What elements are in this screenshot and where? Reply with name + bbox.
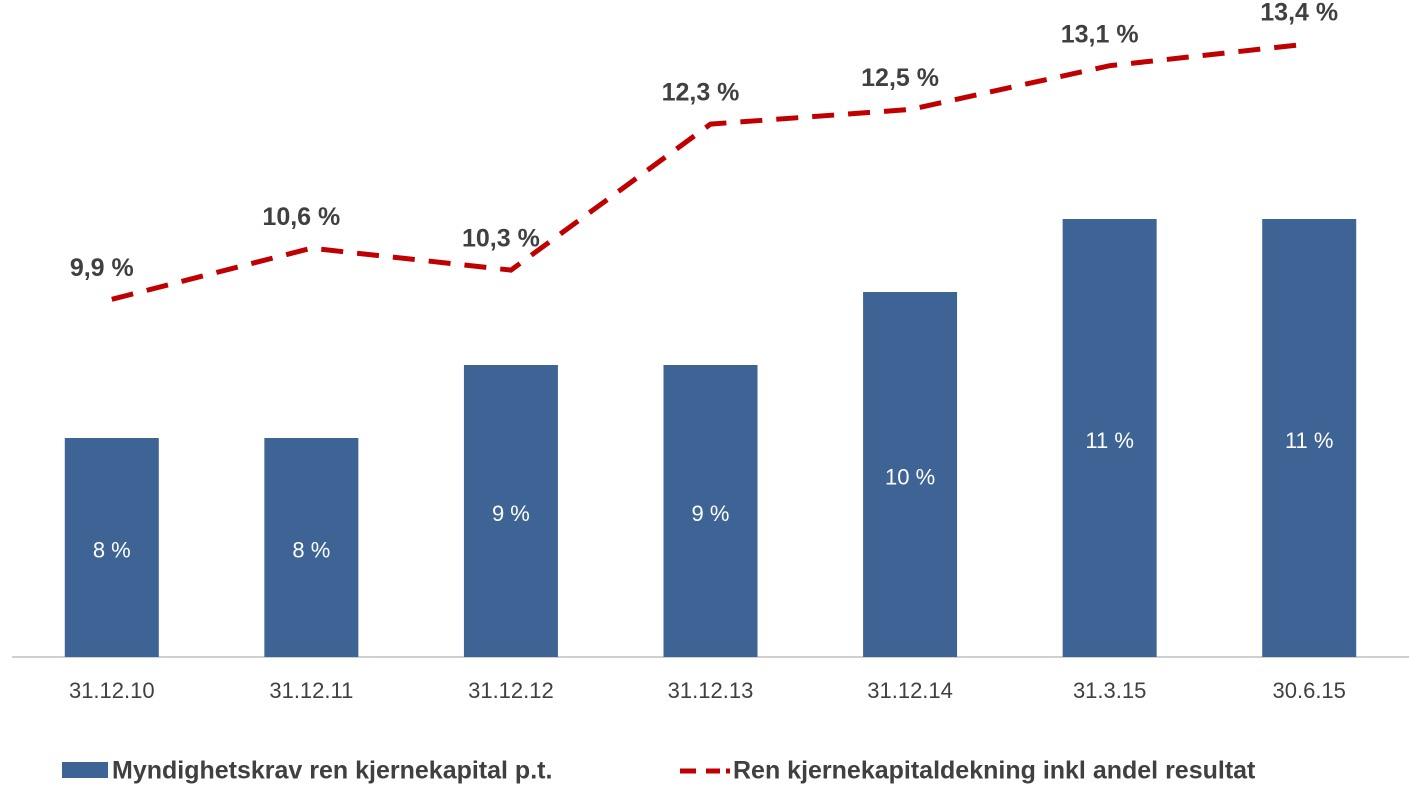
- x-tick-label: 31.12.12: [468, 678, 554, 703]
- legend-label: Ren kjernekapitaldekning inkl andel resu…: [733, 757, 1256, 785]
- x-tick-label: 31.12.11: [269, 678, 353, 703]
- bar-label: 9 %: [692, 501, 730, 526]
- x-tick-label: 31.12.14: [867, 678, 953, 703]
- line-label: 12,3 %: [662, 79, 740, 107]
- bar-label: 9 %: [492, 501, 530, 526]
- legend-label: Myndighetskrav ren kjernekapital p.t.: [112, 757, 552, 785]
- x-tick-label: 31.3.15: [1073, 678, 1146, 703]
- line-label: 13,1 %: [1061, 20, 1139, 48]
- bar: [1062, 219, 1157, 657]
- bar-label: 11 %: [1285, 428, 1334, 453]
- bar: [1262, 219, 1357, 657]
- line-label: 9,9 %: [70, 254, 134, 282]
- x-tick-label: 31.12.10: [69, 678, 155, 703]
- line-label: 10,6 %: [262, 203, 340, 231]
- bar: [663, 365, 758, 657]
- bar: [64, 438, 159, 657]
- bar-label: 10 %: [885, 464, 935, 489]
- line-label: 13,4 %: [1260, 0, 1338, 26]
- line: [111, 41, 1310, 302]
- bar-label: 8 %: [292, 537, 330, 562]
- x-tick-label: 31.12.13: [668, 678, 754, 703]
- bar: [264, 438, 359, 657]
- legend-swatch: [62, 762, 108, 778]
- line-label: 10,3 %: [462, 225, 540, 253]
- x-tick-label: 30.6.15: [1273, 678, 1346, 703]
- bar-label: 11 %: [1085, 428, 1134, 453]
- line-label: 12,5 %: [861, 64, 939, 92]
- bar: [463, 365, 558, 657]
- bar-label: 8 %: [93, 537, 131, 562]
- bar: [863, 292, 958, 657]
